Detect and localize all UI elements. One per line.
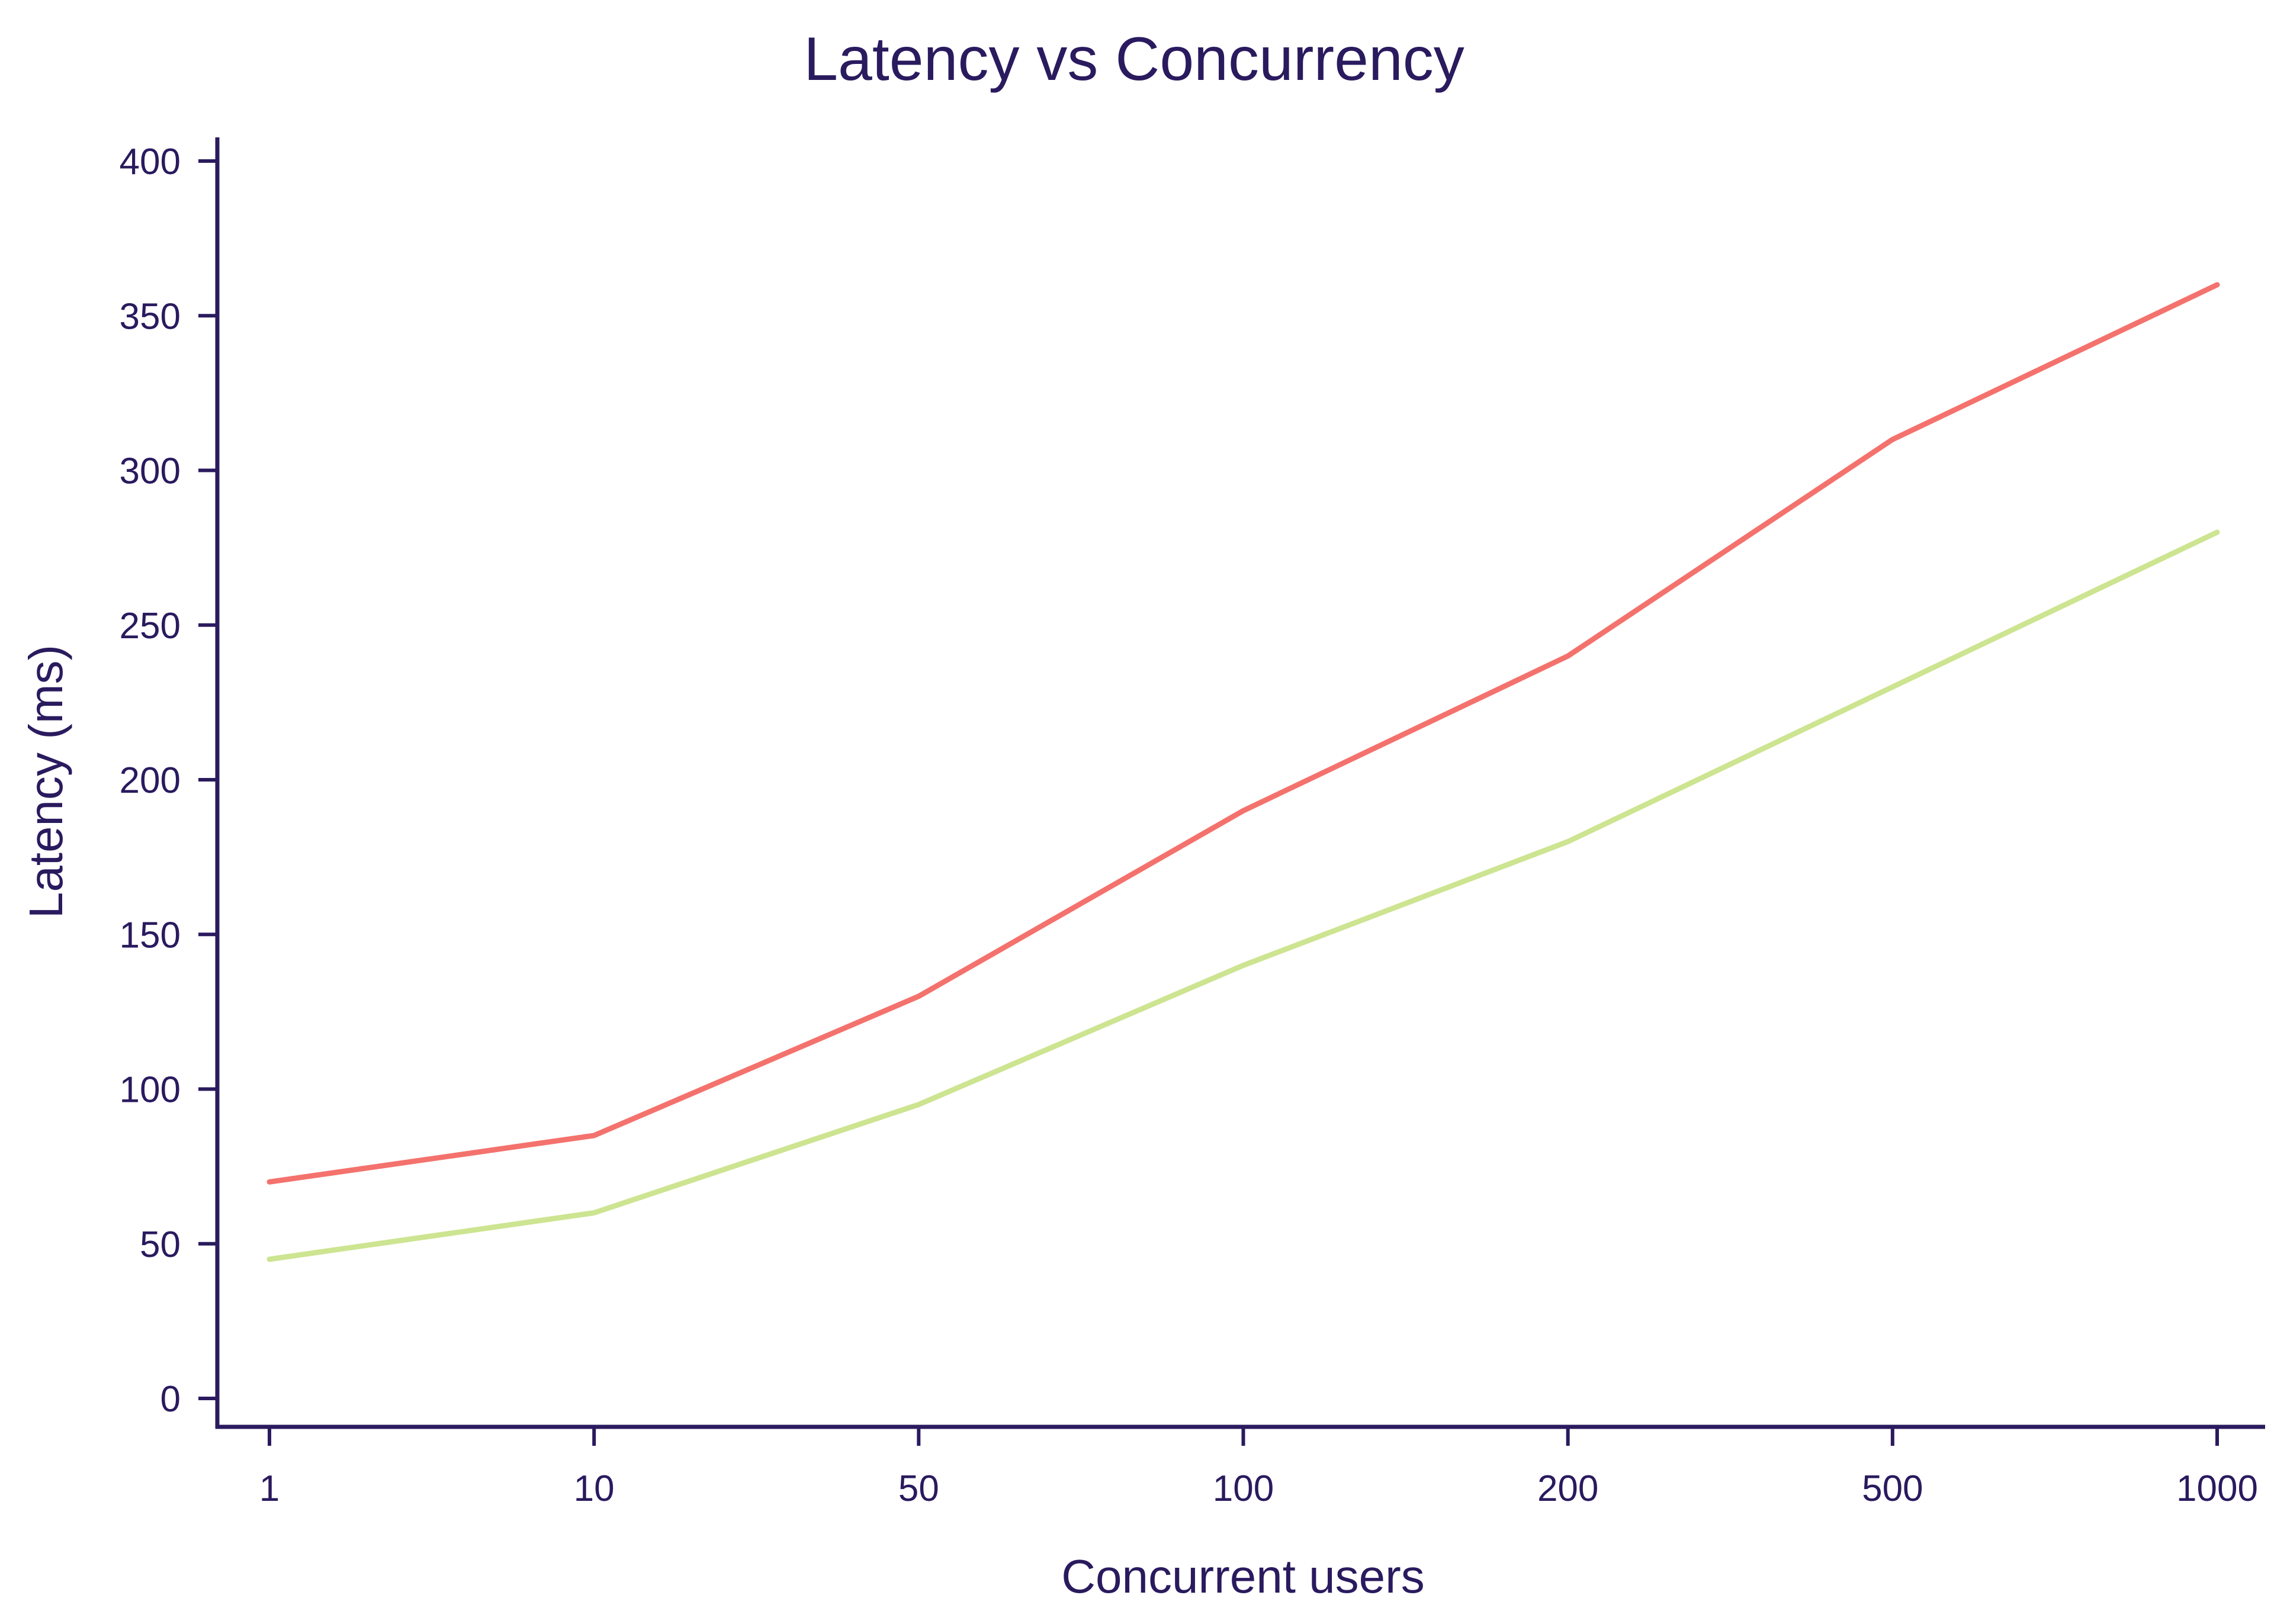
x-axis-label: Concurrent users (1061, 1550, 1425, 1603)
series-lines (266, 282, 2220, 1262)
x-tick-label: 500 (1862, 1468, 1923, 1509)
axes (215, 137, 2265, 1429)
x-ticks: 1 10 50 100 200 500 1000 (259, 1427, 2258, 1509)
x-tick-label: 1 (259, 1468, 280, 1509)
y-tick-label: 50 (140, 1224, 181, 1265)
y-ticks: 0 50 100 150 200 250 300 350 400 (120, 142, 217, 1420)
y-tick-label: 100 (120, 1070, 181, 1111)
x-tick-label: 100 (1213, 1468, 1274, 1509)
y-tick-label: 250 (120, 606, 181, 647)
y-tick-label: 300 (120, 451, 181, 492)
series-line-2 (266, 529, 2220, 1262)
y-tick-label: 0 (160, 1379, 181, 1420)
y-tick-label: 350 (120, 296, 181, 337)
y-tick-label: 400 (120, 142, 181, 182)
y-axis-label: Latency (ms) (20, 645, 72, 918)
y-tick-label: 200 (120, 760, 181, 801)
series-line-1 (266, 282, 2220, 1185)
y-tick-label: 150 (120, 915, 181, 956)
chart-title: Latency vs Concurrency (804, 25, 1464, 94)
x-tick-label: 10 (574, 1468, 615, 1509)
x-tick-label: 200 (1537, 1468, 1598, 1509)
x-tick-label: 1000 (2176, 1468, 2258, 1509)
x-tick-label: 50 (898, 1468, 939, 1509)
